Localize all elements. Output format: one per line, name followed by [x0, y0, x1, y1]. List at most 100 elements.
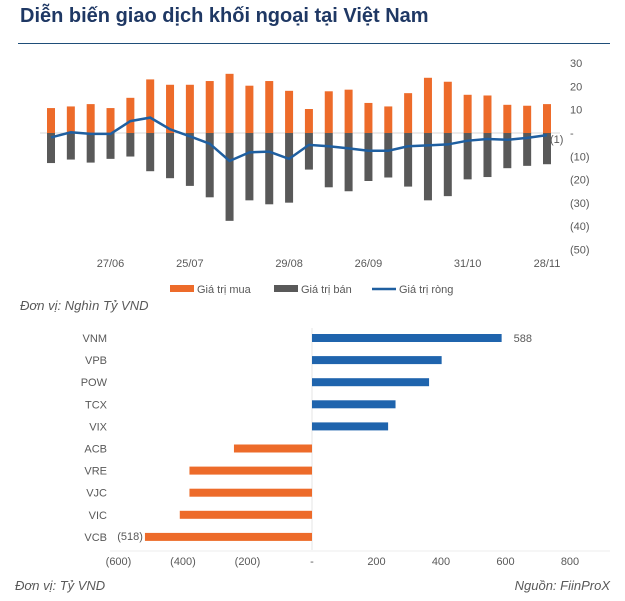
sell-bar [523, 133, 532, 166]
sell-bar [384, 133, 393, 178]
x-tick-label: 27/06 [97, 258, 125, 270]
category-label: VCB [84, 532, 107, 544]
sell-bar [364, 133, 373, 181]
x-tick-label: (200) [235, 556, 261, 568]
sell-bar [543, 133, 551, 165]
sell-bar [463, 133, 472, 180]
buy-bar [166, 84, 175, 133]
y-tick-label: (40) [570, 221, 590, 233]
x-tick-label: (400) [170, 556, 196, 568]
net-bar-tcx [312, 400, 396, 409]
buy-bar [364, 102, 373, 133]
buy-bar [503, 104, 512, 133]
sell-bar [66, 133, 75, 160]
category-label: VRE [84, 466, 107, 478]
y-tick-label: (10) [570, 151, 590, 163]
category-label: VPB [85, 355, 107, 367]
legend-label: Giá trị bán [301, 284, 352, 296]
data-label-vnm: 588 [514, 333, 532, 345]
sell-bar [265, 133, 274, 205]
buy-bar [66, 106, 75, 133]
buy-bar [285, 90, 294, 133]
buy-bar [126, 97, 135, 133]
x-tick-label: 200 [367, 556, 385, 568]
net-bar-vnm [312, 334, 502, 342]
buy-bar [483, 95, 492, 133]
data-label-vcb: (518) [117, 531, 143, 543]
sell-bar [483, 133, 492, 178]
sell-bar [185, 133, 194, 186]
source-note: Nguồn: FiinProX [514, 578, 610, 593]
net-last-label: (1) [550, 134, 563, 146]
y-tick-label: - [570, 128, 574, 140]
legend-label: Giá trị ròng [399, 284, 453, 296]
buy-bar [523, 105, 532, 133]
buy-bar [146, 79, 155, 133]
sell-bar [324, 133, 333, 188]
net-line [50, 116, 548, 163]
net-bar-vix [312, 422, 389, 431]
sell-bar [47, 133, 55, 164]
y-tick-label: (30) [570, 198, 590, 210]
legend-label: Giá trị mua [197, 284, 252, 296]
sell-bar [503, 133, 512, 169]
sell-bar [126, 133, 135, 157]
buy-bar [443, 81, 452, 133]
buy-bar [205, 81, 214, 133]
category-label: VIX [89, 421, 107, 433]
unit-bottom: Đơn vị: Tỷ VND [15, 578, 106, 593]
y-tick-label: (20) [570, 175, 590, 187]
buy-bar [185, 84, 194, 133]
y-tick-label: 30 [570, 58, 582, 70]
sell-bar [146, 133, 155, 172]
legend-swatch [170, 285, 194, 292]
unit-top: Đơn vị: Nghìn Tỷ VND [20, 298, 149, 313]
buy-bar [225, 73, 234, 133]
x-tick-label: - [310, 556, 314, 568]
sell-bar [205, 133, 214, 198]
x-tick-label: 25/07 [176, 258, 204, 270]
y-tick-label: 20 [570, 81, 582, 93]
net-bar-vpb [312, 356, 442, 365]
y-tick-label: (50) [570, 245, 590, 257]
buy-bar [106, 108, 115, 133]
sell-bar [423, 133, 432, 201]
buy-bar [543, 104, 551, 133]
x-tick-label: 800 [561, 556, 579, 568]
x-tick-label: (600) [106, 556, 132, 568]
x-tick-label: 29/08 [275, 258, 303, 270]
buy-bar [265, 81, 274, 133]
buy-bar [304, 109, 313, 133]
category-label: VIC [89, 510, 107, 522]
category-label: VNM [83, 333, 107, 345]
sell-bar [86, 133, 95, 163]
sell-bar [443, 133, 452, 197]
net-bar-acb [233, 444, 312, 453]
buy-bar [423, 77, 432, 133]
category-label: VJC [86, 488, 107, 500]
sell-bar [245, 133, 254, 201]
category-label: POW [81, 377, 108, 389]
x-tick-label: 400 [432, 556, 450, 568]
net-bar-pow [312, 378, 430, 387]
sell-bar [404, 133, 413, 187]
net-bar-vjc [189, 488, 312, 497]
category-label: ACB [84, 444, 107, 456]
x-tick-label: 28/11 [534, 258, 561, 270]
buy-bar [245, 85, 254, 133]
page-title: Diễn biến giao dịch khối ngoại tại Việt … [20, 5, 429, 27]
sell-bar [304, 133, 313, 170]
category-label: TCX [85, 399, 108, 411]
title-divider [18, 43, 610, 44]
x-tick-label: 600 [496, 556, 514, 568]
net-bar-vcb [144, 532, 312, 541]
buy-bar [344, 89, 353, 133]
buy-bar [463, 94, 472, 133]
buy-bar [324, 91, 333, 133]
sell-bar [225, 133, 234, 221]
legend-swatch [274, 285, 298, 292]
y-tick-label: 10 [570, 105, 582, 117]
buy-bar [384, 106, 393, 133]
buy-bar [86, 104, 95, 133]
